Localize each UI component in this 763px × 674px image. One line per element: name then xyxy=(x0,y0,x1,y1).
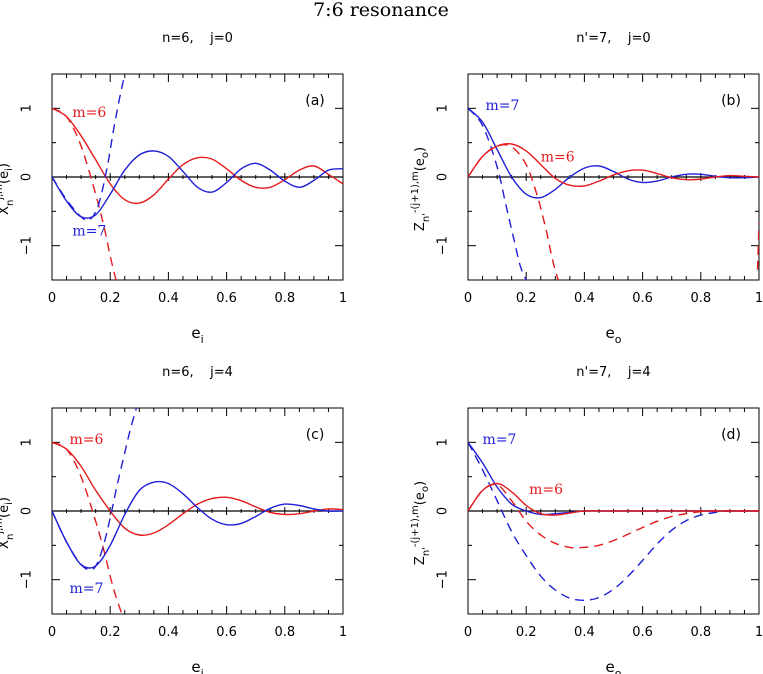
y-axis-label: Xnj,m(ei) xyxy=(0,497,16,549)
y-tick-label: −1 xyxy=(20,570,35,589)
series-line-red-solid xyxy=(468,482,759,516)
series-line-blue-solid xyxy=(52,480,343,569)
y-tick-label: 0 xyxy=(436,173,451,181)
series-line-red-solid xyxy=(52,441,343,536)
panel-tag: (c) xyxy=(306,427,325,443)
series-line-red-solid xyxy=(52,107,343,205)
x-tick-label: 1 xyxy=(755,625,763,640)
series-line-blue-solid xyxy=(468,441,759,516)
x-tick-label: 0.4 xyxy=(158,625,179,640)
x-tick-label: 0.2 xyxy=(100,291,121,306)
y-tick-label: 1 xyxy=(20,104,35,112)
x-tick-label: 0 xyxy=(48,625,56,640)
series-line-blue-dashed xyxy=(468,107,527,280)
x-axis-label: eo xyxy=(606,324,622,346)
x-tick-label: 0.6 xyxy=(216,625,237,640)
series-line-blue-solid xyxy=(52,150,343,219)
series-line-red-dashed xyxy=(756,221,759,270)
series-line-red-dashed xyxy=(468,143,559,280)
series-annotation: m=7 xyxy=(483,432,517,448)
series-annotation: m=7 xyxy=(72,224,106,240)
x-tick-label: 0.4 xyxy=(574,291,595,306)
y-axis-label: Zn'-(j+1),m(eo) xyxy=(410,147,432,231)
x-tick-label: 0.2 xyxy=(516,291,537,306)
x-tick-label: 0.8 xyxy=(690,625,711,640)
x-tick-label: 0.4 xyxy=(574,625,595,640)
figure-title: 7:6 resonance xyxy=(313,0,449,21)
panel-title: n=6, j=4 xyxy=(162,365,233,380)
panel-d: n'=7, j=4 0 0.2 0.4 0.6 0.8 1 −1 0 1 eo Zn'-(j+1),m… xyxy=(410,365,763,674)
x-tick-label: 1 xyxy=(755,291,763,306)
series-line-red-dashed xyxy=(468,483,759,549)
panel-tag: (a) xyxy=(305,93,325,109)
series-line-red-solid xyxy=(468,142,759,188)
panel-title: n'=7, j=0 xyxy=(576,31,650,46)
y-tick-label: −1 xyxy=(436,236,451,255)
panels: n=6, j=0 0 0.2 0.4 0.6 0.8 1 −1 0 1 ei Xnj,m(ei) (a)… xyxy=(0,31,763,674)
x-axis-label: ei xyxy=(191,324,203,346)
x-tick-label: 0.8 xyxy=(274,625,295,640)
series-line-red-dashed xyxy=(52,441,123,614)
y-tick-label: 1 xyxy=(436,438,451,446)
series-annotation: m=7 xyxy=(485,98,519,114)
x-axis-label: ei xyxy=(191,658,203,674)
y-tick-label: 0 xyxy=(20,173,35,181)
x-tick-label: 0.8 xyxy=(274,291,295,306)
series-annotation: m=7 xyxy=(69,581,103,597)
series-group xyxy=(52,74,343,280)
series-line-blue-dashed xyxy=(52,408,138,571)
x-tick-label: 0 xyxy=(464,291,472,306)
panel-title: n=6, j=0 xyxy=(162,31,233,46)
x-tick-label: 0.6 xyxy=(632,291,653,306)
panel-tag: (d) xyxy=(721,427,741,443)
panel-c: n=6, j=4 0 0.2 0.4 0.6 0.8 1 −1 0 1 ei Xnj,m(ei) (c)… xyxy=(0,365,347,674)
panel-tag: (b) xyxy=(721,93,741,109)
x-tick-label: 0.2 xyxy=(100,625,121,640)
y-tick-label: 0 xyxy=(436,507,451,515)
series-group xyxy=(52,408,343,614)
y-tick-label: 1 xyxy=(436,104,451,112)
x-tick-label: 1 xyxy=(339,625,347,640)
x-tick-label: 0.8 xyxy=(690,291,711,306)
y-axis-label: Zn'-(j+1),m(eo) xyxy=(410,481,432,565)
y-axis-label: Xnj,m(ei) xyxy=(0,163,16,215)
series-annotation: m=6 xyxy=(69,432,103,448)
x-tick-label: 0.6 xyxy=(216,291,237,306)
panel-b: n'=7, j=0 0 0.2 0.4 0.6 0.8 1 −1 0 1 eo Zn'-(j+1),m… xyxy=(410,31,763,346)
series-line-blue-dashed xyxy=(468,441,759,602)
x-axis-label: eo xyxy=(606,658,622,674)
x-tick-label: 1 xyxy=(339,291,347,306)
x-tick-label: 0.4 xyxy=(158,291,179,306)
y-tick-label: −1 xyxy=(20,236,35,255)
y-tick-label: −1 xyxy=(436,570,451,589)
y-tick-label: 1 xyxy=(20,438,35,446)
series-line-blue-dashed xyxy=(52,74,126,222)
x-tick-label: 0.2 xyxy=(516,625,537,640)
y-tick-label: 0 xyxy=(20,507,35,515)
series-group xyxy=(468,107,759,280)
panel-a: n=6, j=0 0 0.2 0.4 0.6 0.8 1 −1 0 1 ei Xnj,m(ei) (a)… xyxy=(0,31,347,346)
series-annotation: m=6 xyxy=(529,482,563,498)
series-line-red-dashed xyxy=(52,107,117,280)
series-annotation: m=6 xyxy=(541,149,575,165)
x-tick-label: 0.6 xyxy=(632,625,653,640)
series-line-blue-solid xyxy=(468,107,759,199)
x-tick-label: 0 xyxy=(48,291,56,306)
panel-title: n'=7, j=4 xyxy=(576,365,650,380)
series-annotation: m=6 xyxy=(72,105,106,121)
x-tick-label: 0 xyxy=(464,625,472,640)
series-group xyxy=(468,441,759,602)
